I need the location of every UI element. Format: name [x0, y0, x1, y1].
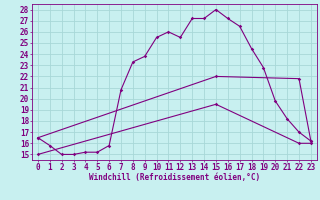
X-axis label: Windchill (Refroidissement éolien,°C): Windchill (Refroidissement éolien,°C) — [89, 173, 260, 182]
